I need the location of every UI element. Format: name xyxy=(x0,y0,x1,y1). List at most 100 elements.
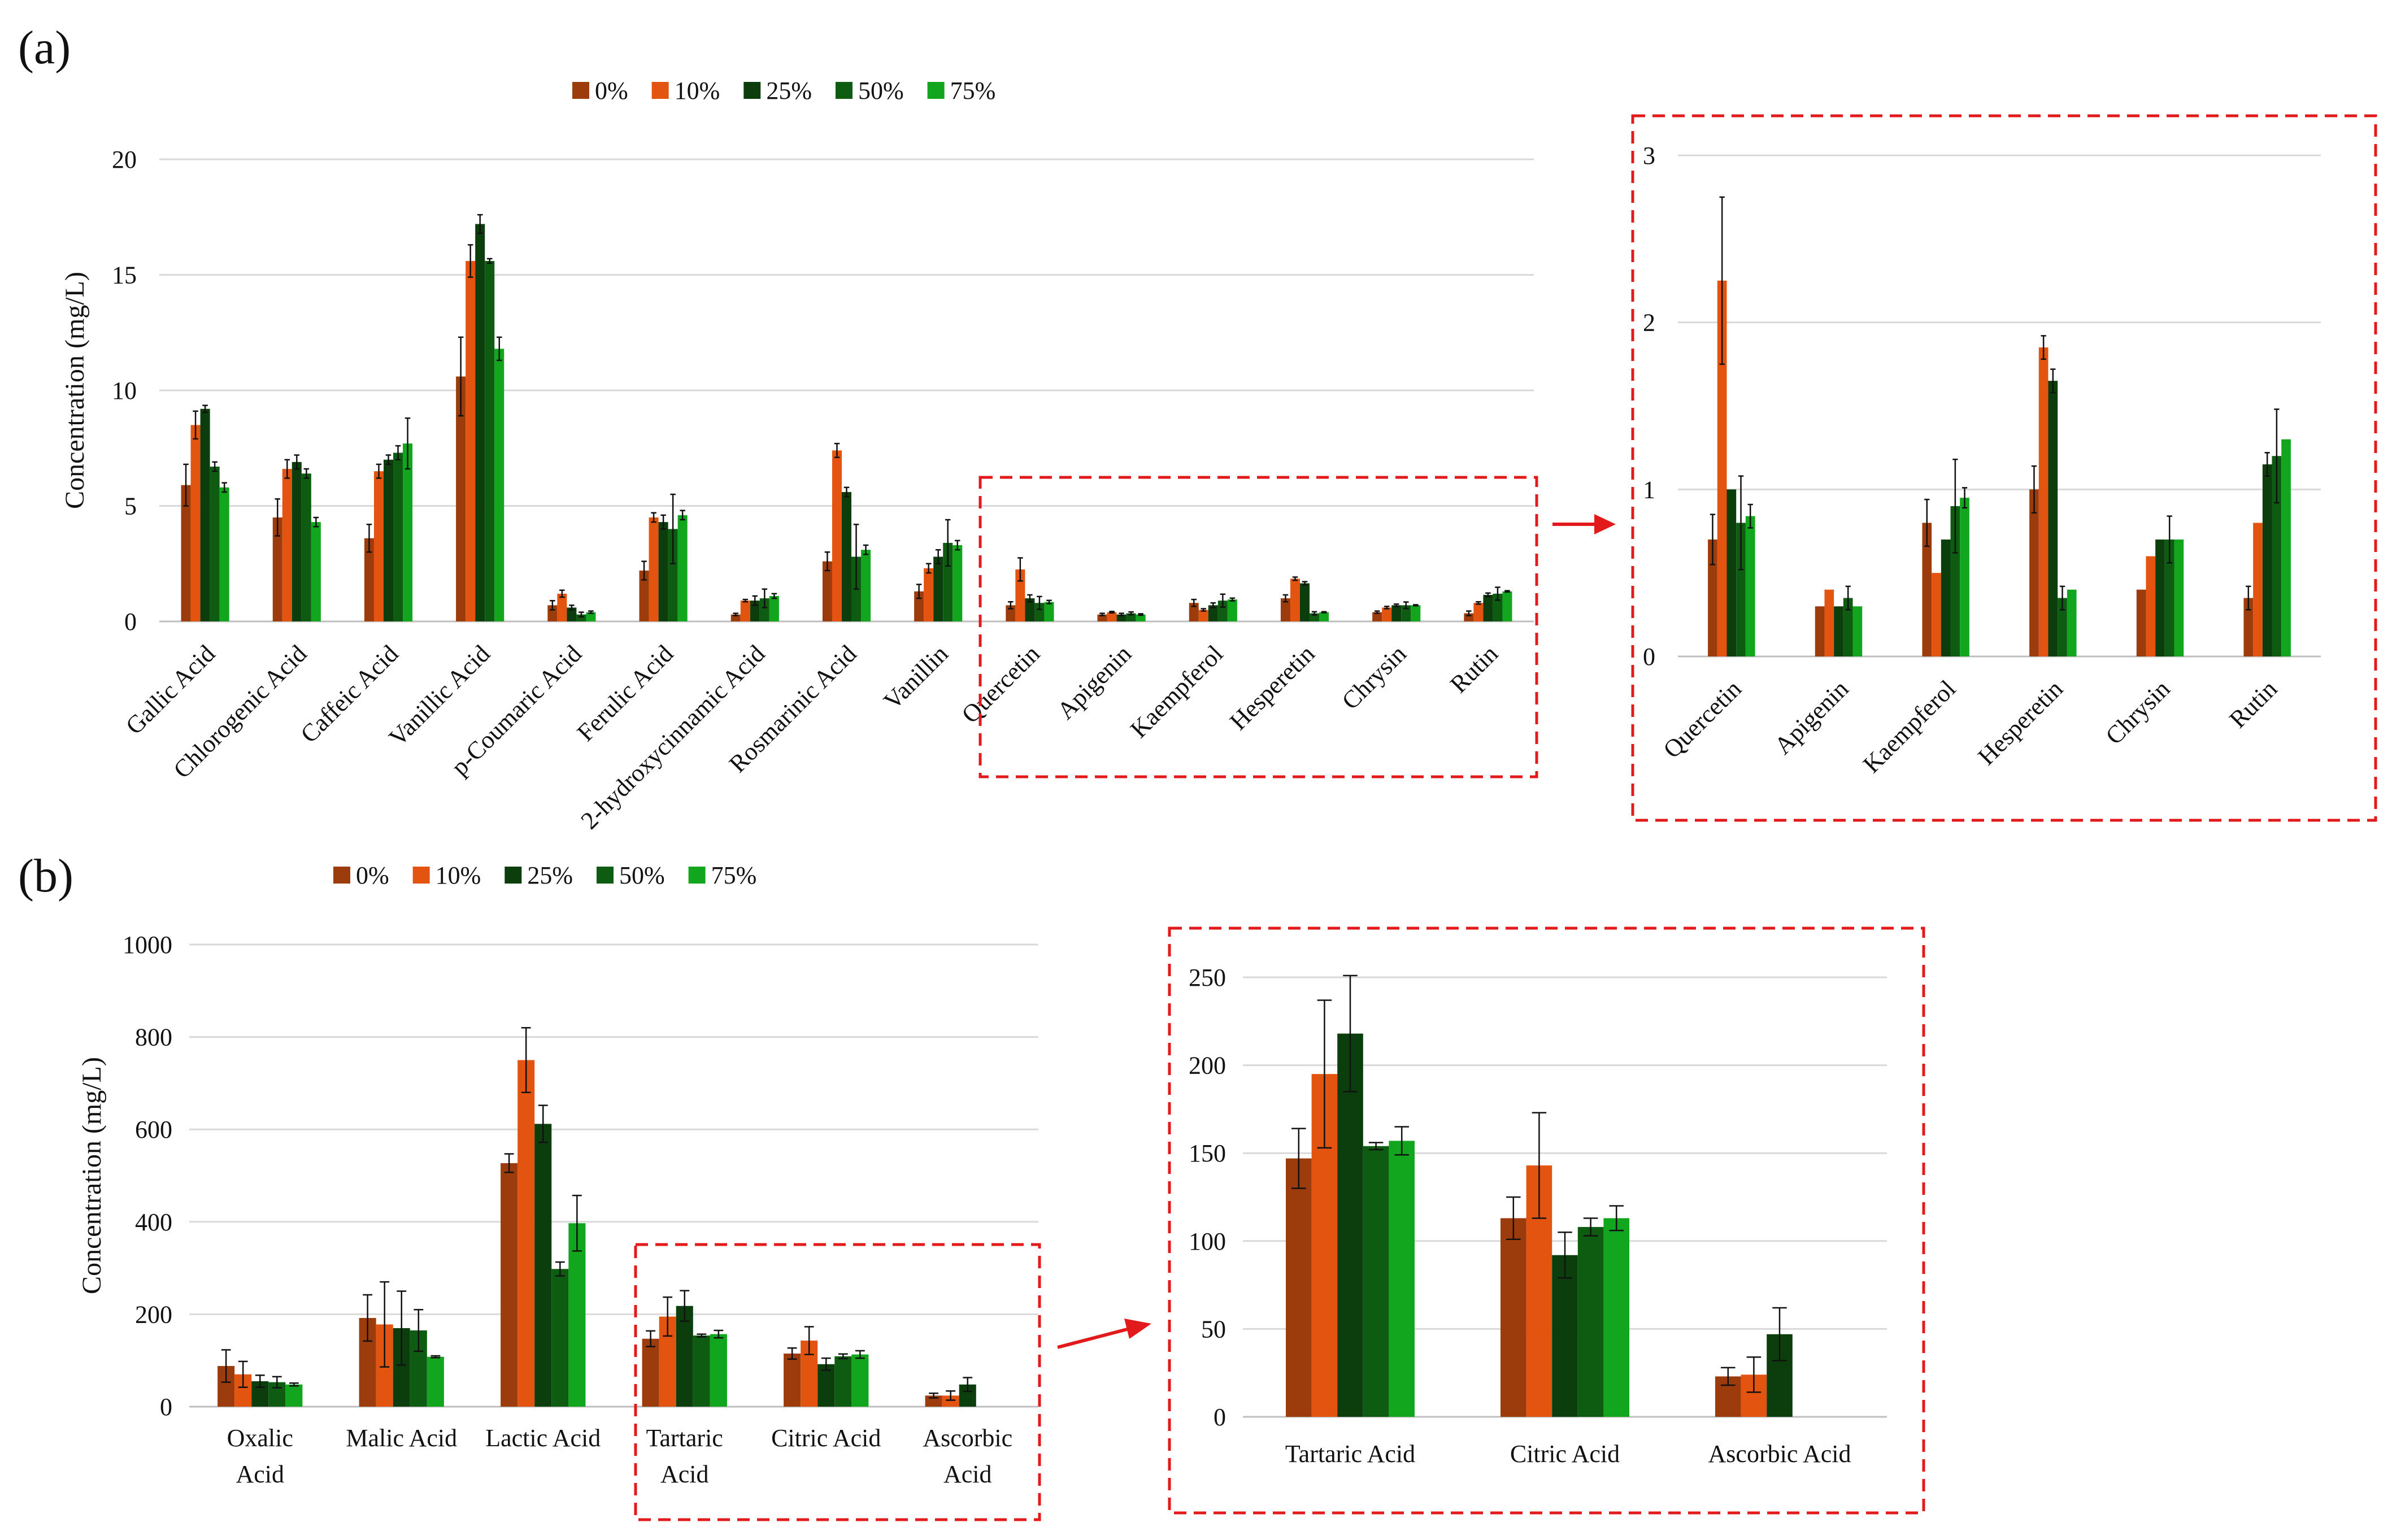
bar-10pct-p-coumaric-acid xyxy=(557,593,567,621)
error-bar xyxy=(221,1349,231,1383)
bar-25pct-kaempferol xyxy=(1208,605,1218,621)
legend-swatch xyxy=(651,82,669,99)
x-category-label: Oxalic Acid xyxy=(227,1424,293,1488)
bar-75pct-oxalic-acid xyxy=(285,1384,303,1407)
error-bar xyxy=(646,1330,656,1347)
error-bar xyxy=(458,336,464,417)
error-bar xyxy=(733,612,739,617)
error-bar xyxy=(521,1026,531,1094)
bar-0pct-kaempferol xyxy=(1922,523,1932,656)
bar-25pct-hesperetin xyxy=(2048,381,2058,656)
bar-25pct-hesperetin xyxy=(1299,583,1310,621)
error-bar xyxy=(1747,503,1753,529)
y-tick-label: 100 xyxy=(1189,1228,1226,1255)
y-tick-label: 5 xyxy=(124,493,137,520)
error-bar xyxy=(1321,611,1327,614)
bar-50pct-lactic-acid xyxy=(551,1269,569,1407)
error-bar xyxy=(838,1353,848,1360)
x-category-label: Lactic Acid xyxy=(485,1424,601,1452)
y-tick-label: 1 xyxy=(1643,476,1655,503)
bar-75pct-quercetin xyxy=(1745,516,1755,656)
bar-25pct-tartaric-acid xyxy=(676,1306,693,1407)
bar-75pct-caffeic-acid xyxy=(403,443,413,621)
error-bar xyxy=(1952,458,1958,554)
error-bar xyxy=(572,1194,582,1252)
error-bar xyxy=(289,1382,299,1387)
bar-25pct-p-coumaric-acid xyxy=(567,607,577,621)
error-bar xyxy=(1027,594,1033,603)
zoom-arrow-b xyxy=(1057,1328,1128,1349)
bar-75pct-gallic-acid xyxy=(219,487,229,621)
error-bar xyxy=(1746,1356,1762,1393)
bar-50pct-quercetin xyxy=(1736,523,1746,656)
error-bar xyxy=(2041,335,2046,360)
error-bar xyxy=(1412,604,1419,607)
bar-0pct-caffeic-acid xyxy=(364,538,374,621)
bar-10pct-gallic-acid xyxy=(190,425,201,621)
bar-75pct-hesperetin xyxy=(2067,589,2077,656)
zoom-box-a-source xyxy=(978,476,1538,778)
bar-0pct-chrysin xyxy=(1372,612,1382,621)
error-bar xyxy=(1292,576,1298,581)
bar-10pct-hesperetin xyxy=(1290,578,1300,621)
error-bar xyxy=(183,463,189,507)
error-bar xyxy=(1403,601,1409,610)
error-bar xyxy=(1046,599,1052,604)
x-category-label: Apigenin xyxy=(1769,675,1854,759)
bar-10pct-2-hydroxycinnamic-acid xyxy=(740,601,750,621)
error-bar xyxy=(963,1377,973,1393)
bar-75pct-lactic-acid xyxy=(568,1223,586,1407)
error-bar xyxy=(1201,608,1207,612)
error-bar xyxy=(1291,1128,1306,1189)
error-bar xyxy=(405,417,411,470)
error-bar xyxy=(1394,1126,1409,1156)
error-bar xyxy=(855,1350,865,1359)
bar-0pct-chlorogenic-acid xyxy=(272,517,282,621)
error-bar xyxy=(1210,602,1216,608)
bar-0pct-quercetin xyxy=(1708,540,1717,656)
legend-swatch xyxy=(927,82,945,99)
error-bar xyxy=(863,544,869,555)
error-bar xyxy=(430,1355,441,1359)
error-bar xyxy=(935,549,941,564)
error-bar xyxy=(550,599,555,611)
error-bar xyxy=(1476,601,1481,605)
error-bar xyxy=(1368,1142,1384,1151)
chart-a-inset: 0 1 2 3 Quercetin Apigenin Kaempferol Hespereti… xyxy=(1643,142,2321,778)
error-bar xyxy=(641,560,647,581)
error-bar xyxy=(397,1290,407,1366)
bar-75pct-ferulic-acid xyxy=(677,515,688,621)
x-category-label: Chrysin xyxy=(2100,675,2175,750)
legend-swatch xyxy=(333,867,350,884)
error-bar xyxy=(1532,1112,1547,1219)
bar-0pct-tartaric-acid xyxy=(1286,1158,1312,1417)
error-bar xyxy=(1099,612,1105,617)
x-category-label: Quercetin xyxy=(956,640,1045,728)
bar-10pct-lactic-acid xyxy=(517,1060,535,1407)
bar-0pct-gallic-acid xyxy=(181,485,191,621)
bar-25pct-tartaric-acid xyxy=(1337,1033,1363,1417)
error-bar xyxy=(1466,610,1472,617)
bar-25pct-citric-acid xyxy=(817,1364,835,1407)
legend-label: 25% xyxy=(527,862,573,889)
bar-75pct-vanillic-acid xyxy=(494,349,505,621)
chart-b-inset: 0 50 100 150 200 250 Tartaric Acid Citric Acid A… xyxy=(1189,964,1887,1468)
bar-25pct-quercetin xyxy=(1025,598,1035,621)
error-bar xyxy=(680,1290,690,1322)
error-bar xyxy=(395,445,401,460)
y-axis-title: Concentration (mg/L) xyxy=(77,1057,107,1294)
zoom-box-b-inset xyxy=(1168,926,1925,1515)
bar-75pct-p-coumaric-acid xyxy=(586,612,596,621)
error-bar xyxy=(2031,465,2037,514)
bar-50pct-caffeic-acid xyxy=(393,453,403,621)
y-tick-label: 600 xyxy=(135,1116,172,1143)
y-tick-label: 800 xyxy=(135,1024,172,1051)
zoom-box-b-source xyxy=(634,1243,1041,1521)
legend: 0% 10% 25% 50% 75% xyxy=(572,77,995,105)
x-category-label: Kaempferol xyxy=(1858,675,1961,778)
error-bar xyxy=(2167,515,2172,564)
legend-swatch xyxy=(572,82,589,99)
error-bar xyxy=(1138,613,1143,616)
bar-50pct-tartaric-acid xyxy=(1363,1146,1389,1417)
error-bar xyxy=(477,214,483,234)
